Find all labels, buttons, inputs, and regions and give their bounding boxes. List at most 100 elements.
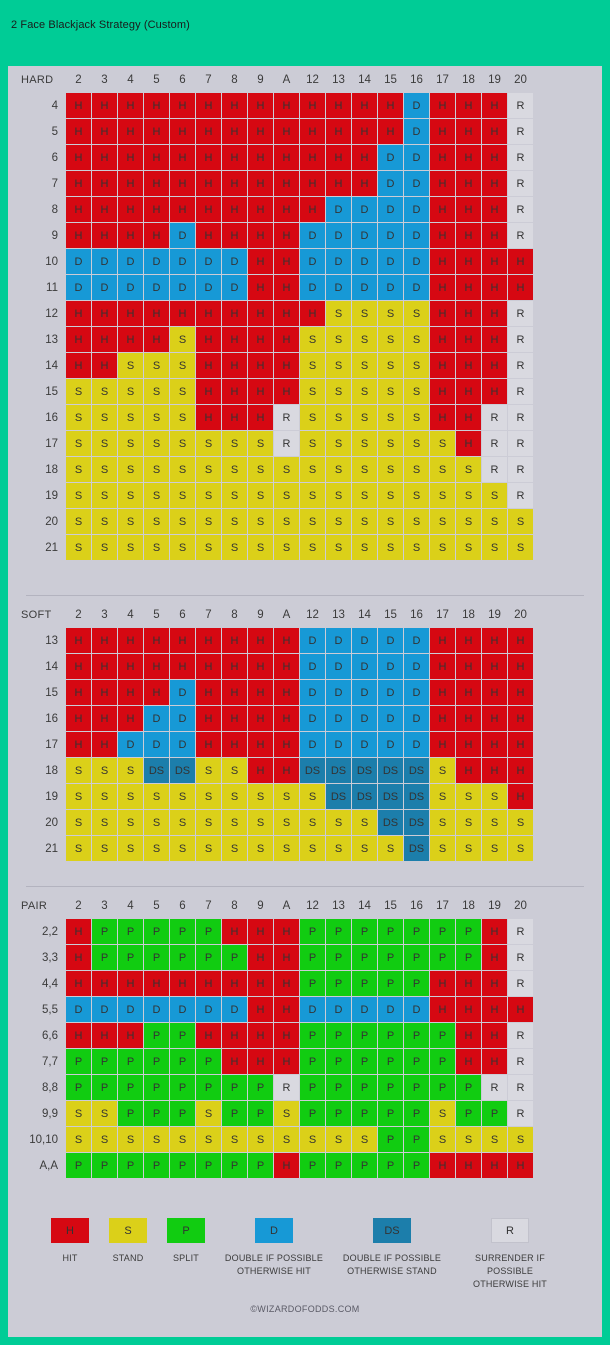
strategy-cell: H [144, 654, 169, 679]
strategy-cell: P [378, 1127, 403, 1152]
row-header-20: 20 [45, 816, 58, 829]
strategy-cell: H [66, 93, 91, 118]
strategy-cell: H [118, 197, 143, 222]
row-header-4-4: 4,4 [42, 977, 58, 990]
row-header-16: 16 [45, 712, 58, 725]
strategy-cell: P [352, 1023, 377, 1048]
table-row: 15 H H H H D H H H H D D D D D H H H H [9, 680, 533, 705]
table-row: 10,10 S S S S S S S S S S S S P P S S S S [9, 1127, 533, 1152]
strategy-cell: S [170, 457, 195, 482]
strategy-cell: H [482, 171, 507, 196]
strategy-cell: P [378, 945, 403, 970]
strategy-cell: D [378, 197, 403, 222]
strategy-cell: DS [404, 836, 429, 861]
strategy-cell: S [300, 431, 325, 456]
legend-item-h: H HIT [41, 1218, 99, 1265]
row-header-3-3: 3,3 [42, 951, 58, 964]
strategy-cell: H [92, 654, 117, 679]
column-header-18: 18 [462, 608, 475, 621]
strategy-cell: S [300, 379, 325, 404]
strategy-cell: H [222, 327, 247, 352]
strategy-cell: P [378, 1023, 403, 1048]
strategy-cell: H [508, 997, 533, 1022]
column-header-3: 3 [101, 899, 108, 912]
strategy-cell: S [196, 483, 221, 508]
strategy-cell: D [144, 249, 169, 274]
strategy-cell: P [144, 919, 169, 944]
strategy-cell: DS [404, 810, 429, 835]
strategy-cell: S [326, 810, 351, 835]
row-header-19: 19 [45, 790, 58, 803]
strategy-cell: S [326, 301, 351, 326]
strategy-cell: H [456, 680, 481, 705]
strategy-cell: H [482, 223, 507, 248]
strategy-cell: R [508, 405, 533, 430]
strategy-cell: H [118, 119, 143, 144]
strategy-cell: S [274, 1101, 299, 1126]
strategy-cell: P [404, 1101, 429, 1126]
strategy-cell: P [222, 1101, 247, 1126]
table-header-row: HARD 2 3 4 5 6 7 8 9 A 12 13 14 15 16 17 18 19 20 [9, 67, 533, 92]
strategy-cell: S [196, 535, 221, 560]
strategy-cell: S [404, 405, 429, 430]
strategy-cell: H [430, 997, 455, 1022]
strategy-cell: H [456, 249, 481, 274]
strategy-cell: S [482, 535, 507, 560]
soft-strategy-grid: SOFT 2 3 4 5 6 7 8 9 A 12 13 14 15 16 17 18 19 20 13 H H H H H H H… [8, 601, 534, 862]
strategy-cell: S [430, 457, 455, 482]
strategy-cell: P [222, 945, 247, 970]
strategy-cell: H [248, 654, 273, 679]
table-corner-label: PAIR [21, 899, 48, 912]
strategy-cell: H [248, 223, 273, 248]
strategy-cell: S [66, 457, 91, 482]
strategy-cell: D [326, 732, 351, 757]
strategy-cell: H [274, 93, 299, 118]
strategy-cell: D [222, 997, 247, 1022]
strategy-cell: H [274, 732, 299, 757]
table-row: 10 D D D D D D D H H D D D D D H H H H [9, 249, 533, 274]
table-row: 14 H H S S S H H H H S S S S S H H H R [9, 353, 533, 378]
column-header-12: 12 [306, 608, 319, 621]
strategy-cell: S [222, 758, 247, 783]
strategy-cell: D [326, 223, 351, 248]
column-header-18: 18 [462, 899, 475, 912]
strategy-cell: R [508, 457, 533, 482]
legend-swatch-s: S [109, 1218, 147, 1243]
strategy-cell: S [144, 379, 169, 404]
strategy-cell: H [456, 327, 481, 352]
strategy-cell: D [378, 706, 403, 731]
strategy-cell: S [508, 836, 533, 861]
legend-label-s: STAND [112, 1253, 144, 1263]
strategy-cell: S [222, 784, 247, 809]
strategy-cell: H [144, 171, 169, 196]
strategy-cell: S [430, 836, 455, 861]
strategy-cell: D [326, 628, 351, 653]
strategy-cell: S [170, 509, 195, 534]
strategy-cell: S [66, 379, 91, 404]
strategy-cell: H [66, 1023, 91, 1048]
column-header-3: 3 [101, 608, 108, 621]
strategy-cell: H [482, 706, 507, 731]
column-header-5: 5 [153, 899, 160, 912]
table-row: 6,6 H H H P P H H H H P P P P P P H H R [9, 1023, 533, 1048]
strategy-cell: S [144, 405, 169, 430]
strategy-cell: P [300, 1049, 325, 1074]
strategy-cell: H [222, 1023, 247, 1048]
strategy-cell: P [404, 1023, 429, 1048]
table-row: 21 S S S S S S S S S S S S S S S S S S [9, 535, 533, 560]
column-header-16: 16 [410, 899, 423, 912]
strategy-cell: S [326, 1127, 351, 1152]
strategy-cell: S [248, 810, 273, 835]
table-row: 11 D D D D D D D H H D D D D D H H H H [9, 275, 533, 300]
table-row: 14 H H H H H H H H H D D D D D H H H H [9, 654, 533, 679]
strategy-cell: S [300, 535, 325, 560]
column-header-6: 6 [179, 608, 186, 621]
column-header-7: 7 [205, 73, 212, 86]
strategy-cell: S [92, 810, 117, 835]
strategy-cell: R [508, 379, 533, 404]
strategy-cell: S [456, 457, 481, 482]
strategy-cell: D [118, 997, 143, 1022]
